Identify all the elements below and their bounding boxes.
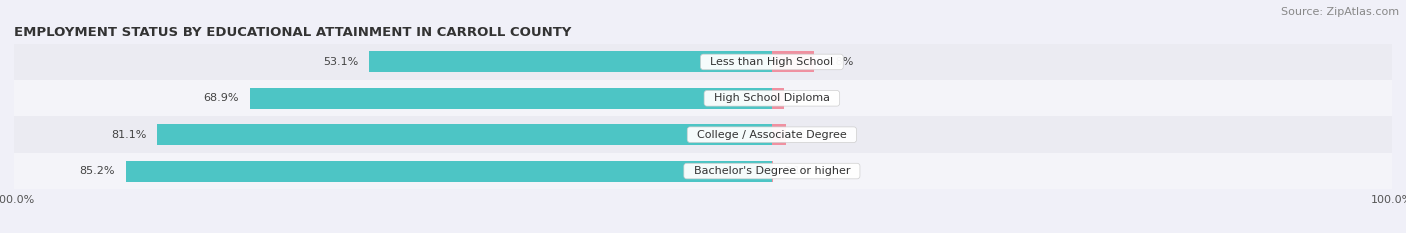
Text: EMPLOYMENT STATUS BY EDUCATIONAL ATTAINMENT IN CARROLL COUNTY: EMPLOYMENT STATUS BY EDUCATIONAL ATTAINM… — [14, 26, 571, 39]
Bar — [14, 80, 1392, 116]
Bar — [250, 88, 772, 109]
Text: 81.1%: 81.1% — [111, 130, 146, 140]
Bar — [772, 88, 785, 109]
Text: Source: ZipAtlas.com: Source: ZipAtlas.com — [1281, 7, 1399, 17]
Bar — [14, 116, 1392, 153]
Bar — [127, 161, 772, 182]
Text: 85.2%: 85.2% — [80, 166, 115, 176]
Text: 2.3%: 2.3% — [797, 130, 825, 140]
Bar — [14, 44, 1392, 80]
Bar — [157, 124, 772, 145]
Text: Less than High School: Less than High School — [703, 57, 841, 67]
Text: 0.1%: 0.1% — [783, 166, 811, 176]
Text: 6.8%: 6.8% — [825, 57, 853, 67]
Text: 53.1%: 53.1% — [323, 57, 359, 67]
Bar — [772, 124, 786, 145]
Text: College / Associate Degree: College / Associate Degree — [690, 130, 853, 140]
Bar — [370, 51, 772, 72]
Bar — [14, 153, 1392, 189]
Bar — [772, 51, 814, 72]
Text: 68.9%: 68.9% — [204, 93, 239, 103]
Text: 2.0%: 2.0% — [796, 93, 824, 103]
Text: Bachelor's Degree or higher: Bachelor's Degree or higher — [686, 166, 858, 176]
Text: High School Diploma: High School Diploma — [707, 93, 837, 103]
